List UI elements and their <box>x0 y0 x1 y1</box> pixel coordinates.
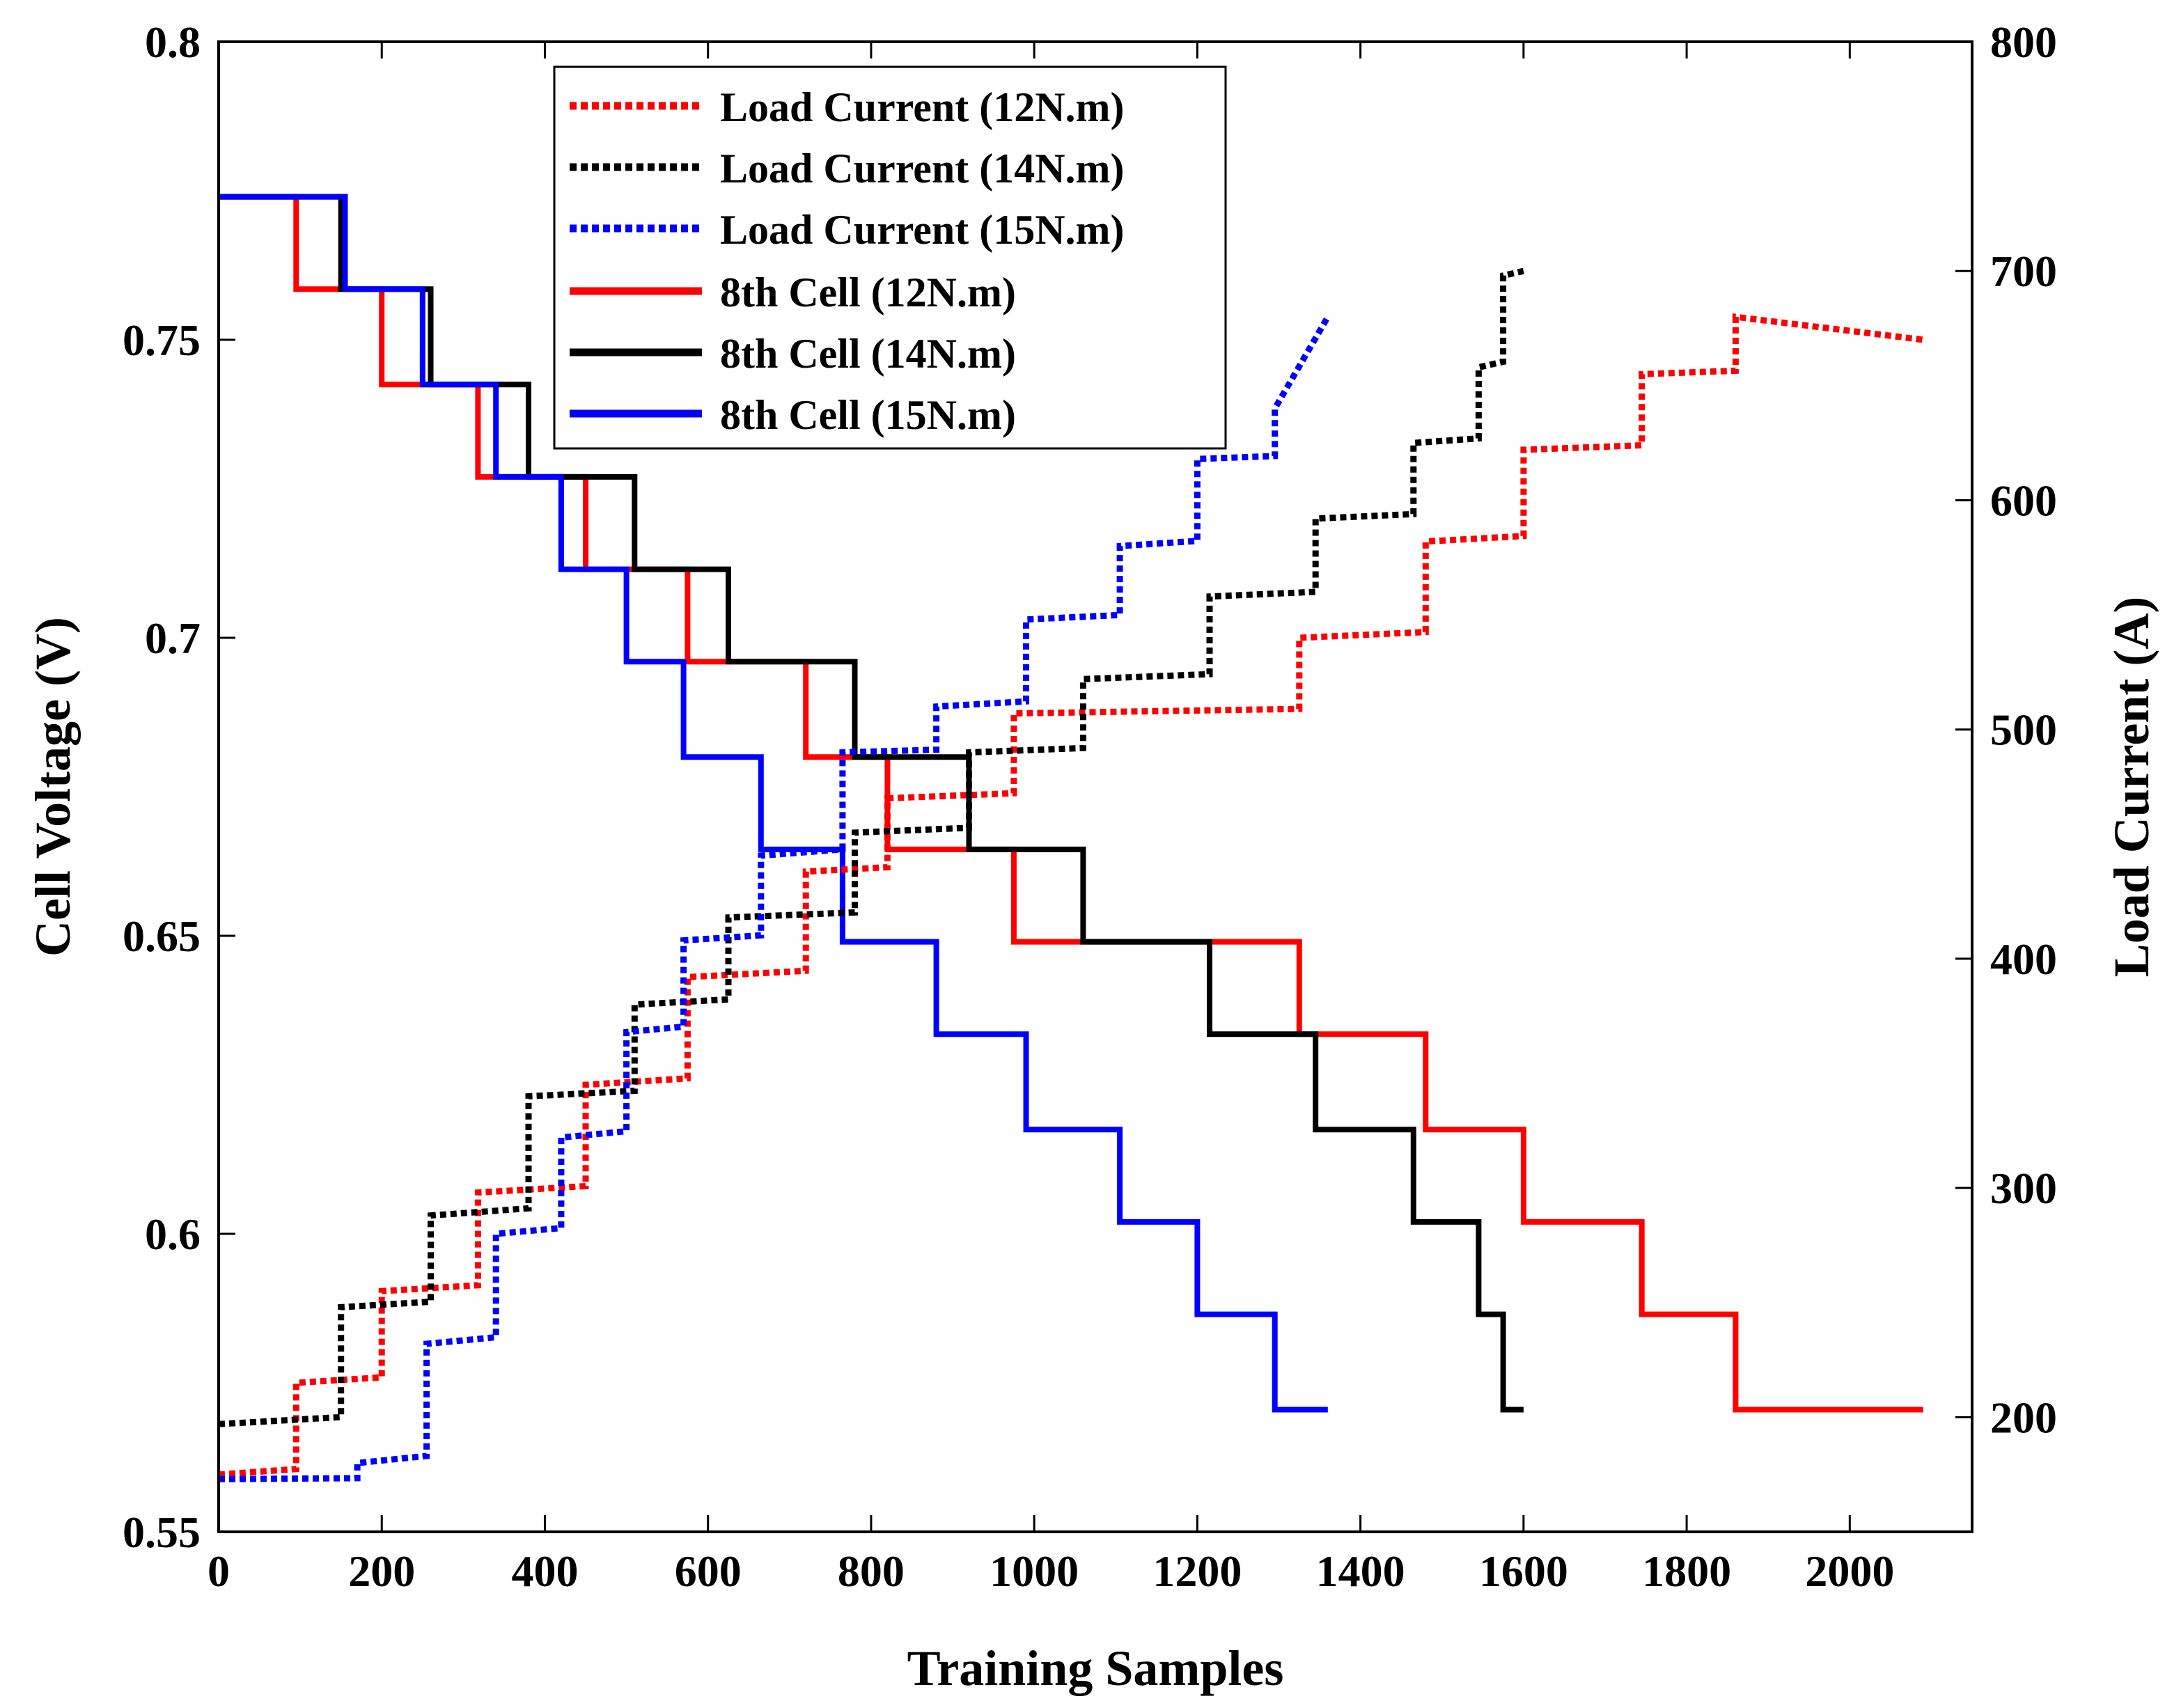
legend-label-8th-cell-12: 8th Cell (12N.m) <box>720 269 1016 315</box>
y-tick-label: 0.6 <box>145 1209 201 1259</box>
y-axis-title: Cell Voltage (V) <box>25 617 81 957</box>
y2-tick-label: 800 <box>1990 17 2057 67</box>
legend-box <box>553 65 1227 450</box>
legend: Load Current (12N.m) Load Current (14N.m… <box>553 65 1227 450</box>
y-tick-label: 0.65 <box>123 911 201 961</box>
y-tick-label: 0.8 <box>145 17 201 67</box>
y-tick-label: 0.7 <box>145 613 201 663</box>
y-tick-label: 0.55 <box>123 1507 201 1557</box>
y2-tick-label: 600 <box>1990 476 2057 525</box>
series-layer <box>218 194 1924 1482</box>
x-tick-label: 800 <box>838 1546 905 1596</box>
x-tick-label: 200 <box>348 1546 415 1596</box>
x-tick-label: 600 <box>675 1546 742 1596</box>
x-axis-title: Training Samples <box>907 1640 1284 1696</box>
y2-tick-label: 700 <box>1990 246 2057 296</box>
legend-label-load-current-12: Load Current (12N.m) <box>720 84 1125 130</box>
legend-label-load-current-14: Load Current (14N.m) <box>720 146 1125 191</box>
ticks-layer: 0 200 400 600 800 1000 1200 1400 1600 1800 2000 0.5… <box>123 17 2057 1596</box>
x-tick-label: 1000 <box>990 1546 1079 1596</box>
x-tick-label: 1800 <box>1642 1546 1731 1596</box>
series-line-8th-cell-15n-m <box>219 194 1328 1413</box>
plot-frame <box>217 40 1973 1533</box>
x-tick-label: 400 <box>511 1546 578 1596</box>
series-line-load-current-15n-m <box>218 315 1331 1482</box>
y2-tick-label: 300 <box>1990 1164 2057 1213</box>
y2-axis-title: Load Current (A) <box>2104 597 2159 978</box>
x-tick-label: 0 <box>208 1546 230 1596</box>
x-tick-label: 1200 <box>1152 1546 1242 1596</box>
x-tick-label: 2000 <box>1805 1546 1894 1596</box>
y2-tick-label: 500 <box>1990 705 2057 755</box>
x-tick-label: 1400 <box>1316 1546 1405 1596</box>
legend-label-8th-cell-14: 8th Cell (14N.m) <box>720 331 1016 377</box>
legend-label-load-current-15: Load Current (15N.m) <box>720 207 1125 253</box>
y2-tick-label: 200 <box>1990 1393 2057 1442</box>
x-tick-label: 1600 <box>1479 1546 1568 1596</box>
y2-tick-label: 400 <box>1990 934 2057 984</box>
legend-label-8th-cell-15: 8th Cell (15N.m) <box>720 392 1016 438</box>
y-tick-label: 0.75 <box>123 315 201 365</box>
